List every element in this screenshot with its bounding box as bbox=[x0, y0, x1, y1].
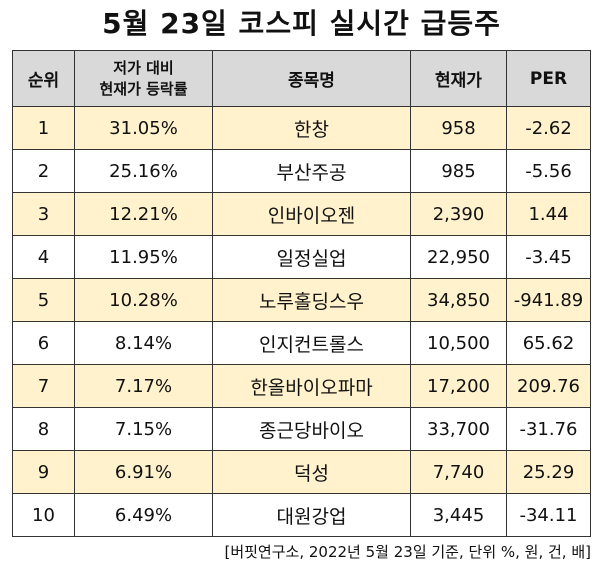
cell-rate: 31.05% bbox=[74, 106, 213, 150]
cell-price: 34,850 bbox=[410, 278, 507, 322]
cell-rank: 4 bbox=[12, 235, 75, 279]
cell-rate: 7.15% bbox=[74, 407, 213, 451]
table-row: 10 6.49% 대원강업 3,445 -34.11 bbox=[12, 493, 591, 537]
cell-name: 덕성 bbox=[212, 450, 411, 494]
cell-price: 17,200 bbox=[410, 364, 507, 408]
cell-price: 33,700 bbox=[410, 407, 507, 451]
cell-price: 3,445 bbox=[410, 493, 507, 537]
cell-per: 1.44 bbox=[506, 192, 591, 236]
cell-rate: 7.17% bbox=[74, 364, 213, 408]
cell-rank: 10 bbox=[12, 493, 75, 537]
cell-name: 종근당바이오 bbox=[212, 407, 411, 451]
header-price: 현재가 bbox=[410, 50, 507, 107]
table-row: 2 25.16% 부산주공 985 -5.56 bbox=[12, 149, 591, 193]
header-rate-line2: 현재가 등락률 bbox=[99, 79, 188, 98]
cell-name: 한올바이오파마 bbox=[212, 364, 411, 408]
header-name: 종목명 bbox=[212, 50, 411, 107]
cell-per: -31.76 bbox=[506, 407, 591, 451]
cell-name: 노루홀딩스우 bbox=[212, 278, 411, 322]
cell-name: 인지컨트롤스 bbox=[212, 321, 411, 365]
cell-rate: 12.21% bbox=[74, 192, 213, 236]
cell-rate: 11.95% bbox=[74, 235, 213, 279]
cell-rate: 6.49% bbox=[74, 493, 213, 537]
footnote: [버핏연구소, 2022년 5월 23일 기준, 단위 %, 원, 건, 배] bbox=[224, 543, 591, 561]
cell-per: -5.56 bbox=[506, 149, 591, 193]
cell-rank: 1 bbox=[12, 106, 75, 150]
cell-per: -34.11 bbox=[506, 493, 591, 537]
cell-rank: 6 bbox=[12, 321, 75, 365]
cell-rank: 9 bbox=[12, 450, 75, 494]
cell-price: 2,390 bbox=[410, 192, 507, 236]
table-row: 8 7.15% 종근당바이오 33,700 -31.76 bbox=[12, 407, 591, 451]
cell-rank: 2 bbox=[12, 149, 75, 193]
cell-rank: 7 bbox=[12, 364, 75, 408]
cell-price: 985 bbox=[410, 149, 507, 193]
cell-per: 65.62 bbox=[506, 321, 591, 365]
cell-rate: 25.16% bbox=[74, 149, 213, 193]
cell-rate: 10.28% bbox=[74, 278, 213, 322]
cell-per: 25.29 bbox=[506, 450, 591, 494]
cell-per: -2.62 bbox=[506, 106, 591, 150]
header-per: PER bbox=[506, 50, 591, 107]
table-row: 5 10.28% 노루홀딩스우 34,850 -941.89 bbox=[12, 278, 591, 322]
stock-table: 순위 저가 대비 현재가 등락률 종목명 현재가 PER 1 31.05% 한창 95… bbox=[12, 50, 591, 537]
table-row: 4 11.95% 일정실업 22,950 -3.45 bbox=[12, 235, 591, 279]
cell-name: 일정실업 bbox=[212, 235, 411, 279]
table-row: 7 7.17% 한올바이오파마 17,200 209.76 bbox=[12, 364, 591, 408]
cell-name: 인바이오젠 bbox=[212, 192, 411, 236]
cell-name: 한창 bbox=[212, 106, 411, 150]
table-body: 1 31.05% 한창 958 -2.62 2 25.16% 부산주공 985 -5.56 3 12.… bbox=[12, 106, 591, 537]
cell-price: 7,740 bbox=[410, 450, 507, 494]
cell-price: 958 bbox=[410, 106, 507, 150]
cell-rank: 5 bbox=[12, 278, 75, 322]
cell-price: 10,500 bbox=[410, 321, 507, 365]
cell-name: 부산주공 bbox=[212, 149, 411, 193]
cell-rate: 6.91% bbox=[74, 450, 213, 494]
table-row: 3 12.21% 인바이오젠 2,390 1.44 bbox=[12, 192, 591, 236]
header-rate: 저가 대비 현재가 등락률 bbox=[74, 50, 213, 107]
cell-rank: 8 bbox=[12, 407, 75, 451]
table-row: 6 8.14% 인지컨트롤스 10,500 65.62 bbox=[12, 321, 591, 365]
cell-name: 대원강업 bbox=[212, 493, 411, 537]
table-row: 9 6.91% 덕성 7,740 25.29 bbox=[12, 450, 591, 494]
page-title: 5월 23일 코스피 실시간 급등주 bbox=[102, 7, 501, 40]
header-rank: 순위 bbox=[12, 50, 75, 107]
header-rate-line1: 저가 대비 bbox=[113, 58, 174, 77]
cell-price: 22,950 bbox=[410, 235, 507, 279]
cell-rank: 3 bbox=[12, 192, 75, 236]
cell-per: -941.89 bbox=[506, 278, 591, 322]
cell-per: 209.76 bbox=[506, 364, 591, 408]
table-row: 1 31.05% 한창 958 -2.62 bbox=[12, 106, 591, 150]
cell-rate: 8.14% bbox=[74, 321, 213, 365]
header-row: 순위 저가 대비 현재가 등락률 종목명 현재가 PER bbox=[12, 50, 591, 107]
cell-per: -3.45 bbox=[506, 235, 591, 279]
